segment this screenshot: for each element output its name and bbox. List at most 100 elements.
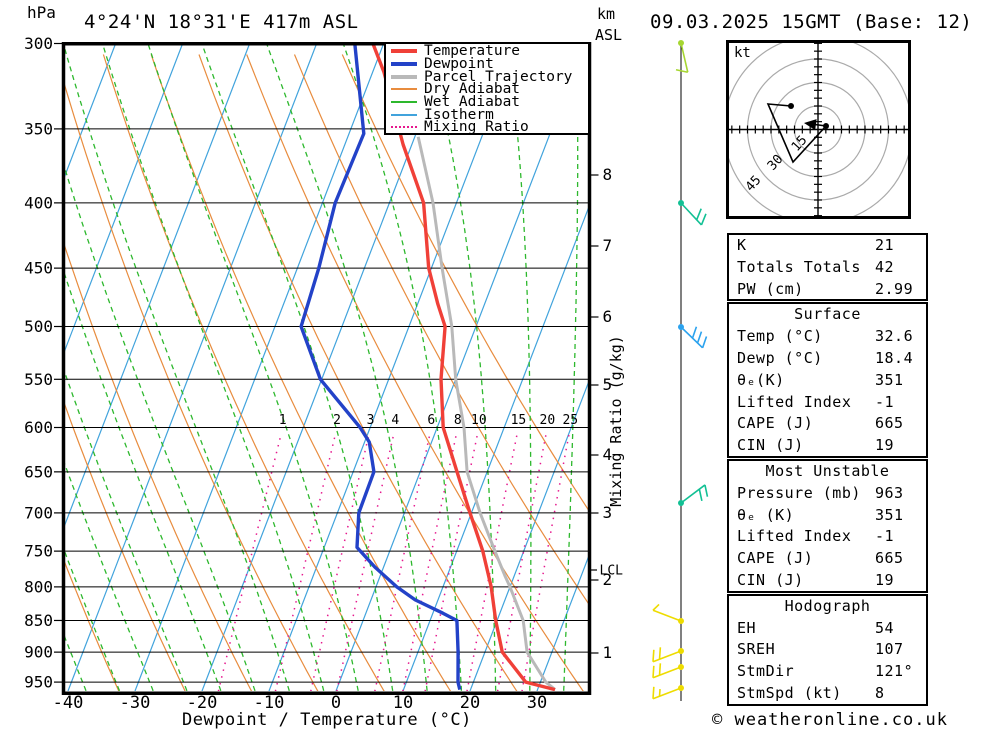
table-row-label: CAPE (J) [737, 414, 814, 433]
station-title: 4°24'N 18°31'E 417m ASL [84, 11, 359, 33]
pressure-tick-label: 600 [24, 418, 53, 437]
pressure-tick-label: 950 [24, 673, 53, 692]
table-row-label: CIN (J) [737, 436, 804, 455]
table-row-label: θₑ(K) [737, 370, 785, 389]
table-row-value: 18.4 [875, 348, 914, 367]
table-row-label: StmSpd (kt) [737, 683, 842, 702]
dry-adiabat-line [341, 54, 589, 512]
hodograph-unit-label: kt [734, 45, 751, 61]
table-row: Lifted Index -1 [729, 526, 926, 548]
temperature-tick-label: -10 [254, 693, 285, 713]
isotherm-line [201, 43, 452, 691]
legend-item-label: Temperature [424, 43, 521, 60]
table-row: θₑ(K) 351 [729, 370, 926, 392]
wind-barb-feather [700, 213, 707, 226]
dry-adiabat-line [63, 79, 319, 691]
dewpoint-curve [299, 43, 462, 690]
mixing-ratio-value-label: 1 [279, 413, 287, 428]
table-row-label: SREH [737, 640, 776, 659]
table-row-label: Lifted Index [737, 392, 852, 411]
legend-item-label: Mixing Ratio [424, 119, 529, 136]
pressure-tick-label: 900 [24, 643, 53, 662]
table-row-label: Dewp (°C) [737, 348, 823, 367]
table-row-label: CAPE (J) [737, 549, 814, 568]
table-row: Totals Totals 42 [729, 257, 926, 279]
table-row-value: -1 [875, 392, 895, 411]
mixing-ratio-labels: 1 2 3 4 6 8 10 15 20 25 [279, 413, 578, 428]
wind-barb-feather [701, 336, 708, 349]
temperature-tick-label: -20 [187, 693, 218, 713]
km-tick-label: 7 [603, 236, 613, 255]
table-row: CAPE (J) 665 [729, 548, 926, 570]
legend-item-label: Parcel Trajectory [424, 68, 573, 85]
isotherm-line [402, 204, 589, 691]
legend-item-label: Dry Adiabat [424, 81, 521, 98]
legend-item-dry-adiabat: Dry Adiabat [391, 81, 588, 98]
table-row-value: 21 [875, 236, 895, 254]
temperature-tick-label: 30 [527, 693, 547, 713]
hodograph-trace-dot [788, 103, 794, 109]
wind-barb-feather [652, 649, 655, 662]
dry-adiabat-line [293, 54, 589, 606]
pressure-gridlines [64, 43, 589, 683]
mixing-ratio-line [424, 432, 479, 691]
wind-barb-feather [696, 331, 703, 344]
mixing-ratio-value-label: 8 [454, 413, 462, 428]
table-row: EH 54 [729, 618, 926, 640]
table-row: K 21 [729, 235, 926, 257]
pressure-tick-label: 750 [24, 542, 53, 561]
wind-barb-feather [691, 326, 698, 339]
table-row-value: 32.6 [875, 327, 914, 346]
mixing-ratio-line [402, 432, 458, 691]
table-row-label: EH [737, 618, 757, 637]
km-tick-label: 1 [603, 643, 613, 662]
legend-item-label: Wet Adiabat [424, 94, 521, 111]
table-row: Pressure (mb) 963 [729, 483, 926, 505]
wind-barb-feather [658, 647, 662, 660]
legend-swatch [391, 49, 417, 54]
table-title: Most Unstable [765, 462, 890, 480]
km-tick-label: 4 [603, 445, 613, 464]
mixing-ratio-value-label: 25 [562, 413, 578, 428]
dry-adiabat-line [150, 54, 452, 691]
pressure-tick-label: 800 [24, 577, 53, 596]
wet-adiabat-line [101, 43, 325, 691]
legend-item-label: Isotherm [424, 106, 494, 123]
legend-swatch [391, 126, 417, 129]
table-row-label: θₑ (K) [737, 505, 795, 524]
table-title: Hodograph [784, 596, 871, 615]
wet-adiabat-line [563, 43, 579, 691]
wind-barbs [652, 40, 709, 701]
altitude-axis-unit-km-label: km [597, 5, 616, 23]
wet-adiabat-line [63, 546, 121, 691]
isotherm-line [335, 43, 586, 691]
table-row-label: StmDir [737, 662, 795, 681]
table-hodograph: Hodograph EH 54 SREH 107 StmDir 121° StmSpd (kt… [727, 593, 928, 706]
dry-adiabat-line [198, 54, 518, 691]
pressure-tick-label: 400 [24, 193, 53, 212]
table-row-value: 665 [875, 549, 904, 568]
mixing-ratio-line [466, 432, 519, 691]
pressure-tick-label: 550 [24, 370, 53, 389]
table-row-value: 351 [875, 505, 904, 524]
dry-adiabat-line [246, 54, 584, 691]
temperature-tick-label: 10 [393, 693, 413, 713]
mixing-ratio-line [274, 432, 337, 691]
copyright: © weatheronline.co.uk [712, 710, 948, 730]
table-row-value: 19 [875, 436, 895, 455]
isotherm-line [63, 43, 251, 530]
wind-barb-feather [658, 689, 661, 697]
isotherm-line [67, 43, 318, 691]
km-tick-label: 2 [603, 570, 613, 589]
table-surface: Surface Temp (°C) 32.6 Dewp (°C) 18.4 θₑ(K) 35… [727, 302, 928, 458]
isotherm-line [134, 43, 385, 691]
table-row-label: K [737, 236, 747, 254]
mixing-ratio-line [374, 432, 431, 691]
legend-item-label: Dewpoint [424, 56, 494, 73]
x-axis-title: Dewpoint / Temperature (°C) [182, 710, 472, 730]
table-row: StmSpd (kt) 8 [729, 683, 926, 705]
pressure-tick-label: 850 [24, 611, 53, 630]
legend-item-dewpoint: Dewpoint [391, 56, 588, 73]
pressure-tick-label: 700 [24, 503, 53, 522]
table-row-value: 2.99 [875, 279, 914, 298]
